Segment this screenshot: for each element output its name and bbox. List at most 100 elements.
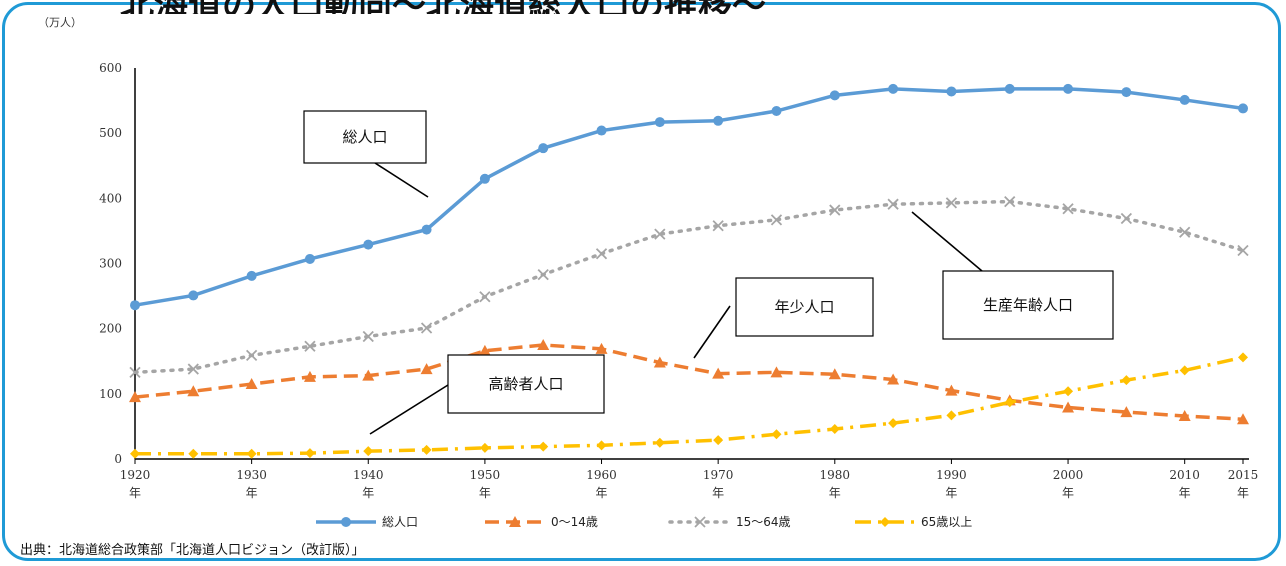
data-point [304, 448, 315, 459]
x-tick-label: 2000 [1053, 468, 1084, 482]
x-tick-unit: 年 [246, 486, 258, 500]
data-point [887, 373, 900, 385]
data-point [246, 448, 257, 459]
y-tick-label: 200 [99, 322, 122, 336]
x-tick-label: 2015 [1228, 468, 1259, 482]
legend-item-1: 0～14歳 [485, 515, 598, 529]
data-point [888, 418, 899, 429]
x-tick-label: 1990 [936, 468, 967, 482]
data-point [596, 440, 607, 451]
data-point [362, 330, 374, 343]
x-marker-stroke [654, 228, 666, 240]
data-point [1237, 413, 1249, 425]
data-point [887, 198, 899, 210]
data-point [304, 340, 316, 352]
x-tick-unit: 年 [945, 486, 957, 500]
x-marker-stroke [1004, 195, 1016, 208]
axes-group: （万人） 0 100 200 300 400 500 600 1920 年 1930 年 1940 年 19… [38, 16, 1258, 500]
x-marker-stroke [362, 330, 374, 343]
data-point [478, 344, 491, 356]
data-point [654, 228, 666, 240]
callout-label: 生産年齢人口 [983, 296, 1073, 314]
data-point [1062, 401, 1075, 413]
y-tick-label: 100 [99, 387, 122, 401]
x-marker-stroke [129, 366, 141, 378]
data-point [713, 435, 724, 446]
data-point [946, 86, 957, 97]
legend-label: 65歳以上 [921, 515, 972, 529]
x-marker-stroke [304, 340, 316, 352]
data-point [130, 448, 140, 459]
y-unit-label: （万人） [38, 16, 82, 29]
legend-marker [694, 516, 706, 528]
legend-label: 総人口 [382, 515, 418, 529]
data-point [1179, 226, 1191, 238]
x-tick-unit: 年 [129, 486, 141, 500]
x-tick-label: 1920 [120, 468, 151, 482]
x-tick-label: 2010 [1169, 468, 1200, 482]
x-marker-stroke [770, 214, 783, 226]
callout-box [942, 270, 1114, 340]
x-tick-unit: 年 [596, 486, 608, 500]
x-marker-stroke [537, 268, 549, 281]
series-3 [130, 352, 1248, 459]
x-tick-label: 1930 [236, 468, 267, 482]
data-point [187, 385, 200, 397]
data-point [829, 204, 841, 216]
data-point [595, 342, 608, 354]
x-tick-unit: 年 [1237, 486, 1249, 500]
x-marker-stroke [420, 322, 433, 334]
data-point [537, 268, 549, 281]
callout-box [735, 277, 874, 337]
x-tick-label: 1980 [820, 468, 851, 482]
x-marker-stroke [945, 197, 958, 209]
data-point [245, 349, 258, 362]
data-point [245, 378, 258, 390]
data-point [1238, 103, 1248, 114]
callout-leader-line [374, 162, 429, 198]
legend-label: 0～14歳 [551, 515, 598, 529]
x-tick-unit: 年 [829, 486, 841, 500]
data-point [1237, 244, 1249, 257]
data-point [130, 300, 140, 311]
data-point [537, 338, 550, 350]
data-point [187, 363, 199, 375]
x-tick-unit: 年 [1179, 486, 1191, 500]
data-point [479, 442, 490, 453]
data-point [1121, 375, 1132, 386]
x-marker-stroke [1120, 212, 1133, 225]
x-marker-stroke [887, 198, 899, 210]
data-point [538, 441, 549, 452]
legend-marker [509, 516, 521, 527]
x-marker-stroke [245, 349, 258, 362]
legend-marker [880, 517, 890, 527]
data-point [129, 366, 141, 378]
data-point [1121, 87, 1132, 98]
data-point [1004, 195, 1016, 208]
series-line [134, 343, 1244, 421]
data-point [1120, 406, 1133, 418]
x-marker-stroke [1237, 244, 1249, 257]
callout-label: 高齢者人口 [488, 375, 563, 393]
series-1 [129, 338, 1249, 425]
callout-label: 総人口 [342, 128, 387, 146]
series-2 [129, 195, 1249, 378]
series-0 [130, 83, 1248, 311]
data-point [1178, 409, 1191, 421]
x-tick-unit: 年 [712, 486, 724, 500]
data-point [712, 367, 725, 379]
data-point [1179, 365, 1190, 376]
y-tick-label: 400 [99, 191, 122, 205]
legend-marker [341, 517, 351, 527]
x-tick-unit: 年 [479, 486, 491, 500]
legend-item-0: 総人口 [316, 515, 418, 529]
legend-group: 総人口 0～14歳 15～64歳 65歳以上 [316, 515, 972, 529]
x-marker-stroke [187, 363, 199, 375]
data-point [188, 290, 199, 301]
data-point [246, 270, 257, 281]
data-point [129, 391, 141, 403]
series-line [135, 355, 1244, 456]
data-point [1062, 203, 1074, 215]
callout-box [303, 110, 427, 164]
